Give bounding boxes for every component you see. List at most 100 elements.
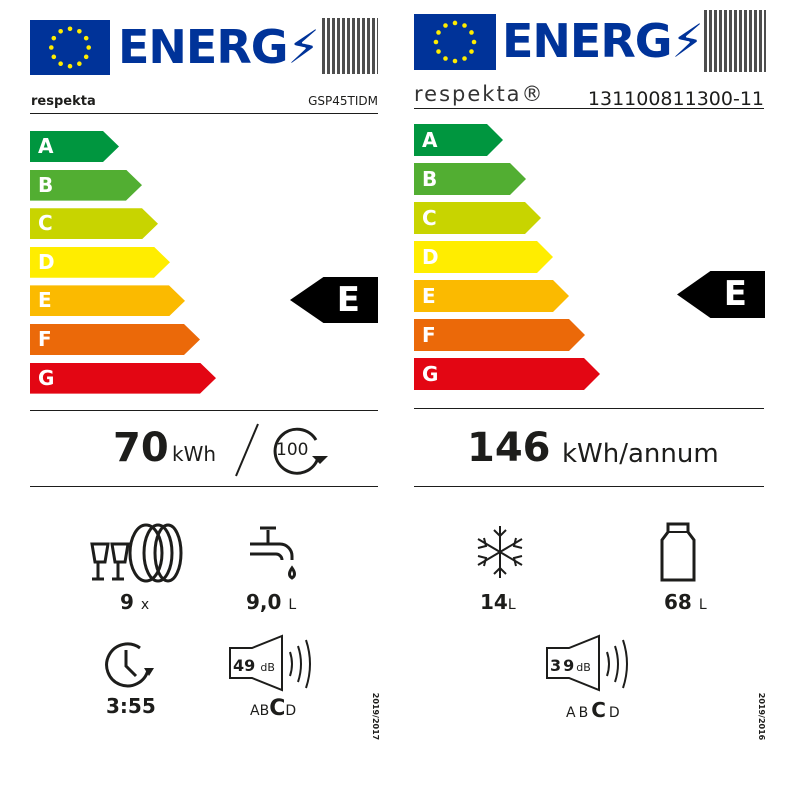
- star-icon: [77, 29, 82, 34]
- noise-class-a: A: [250, 703, 260, 719]
- energy-class-bar-e: E: [30, 285, 185, 317]
- star-icon: [51, 54, 57, 60]
- star-icon: [436, 49, 441, 54]
- noise-db: 39: [550, 656, 577, 675]
- energy-header: ENERG⚡: [118, 24, 320, 70]
- star-icon: [83, 54, 89, 60]
- divider: [30, 113, 378, 114]
- fridge-bottle-icon: [660, 522, 696, 582]
- star-icon: [433, 39, 439, 45]
- noise-value: 49 dB: [233, 656, 275, 675]
- cycles-icon: [273, 427, 328, 475]
- rating-arrow: E: [677, 271, 765, 318]
- star-icon: [443, 56, 448, 61]
- water-value: 9,0 L: [246, 590, 296, 614]
- energy-consumption: 146: [467, 425, 551, 471]
- noise-class-active: C: [269, 696, 286, 721]
- freezer-unit: L: [507, 597, 516, 613]
- noise-class-d: D: [285, 703, 297, 719]
- star-icon: [58, 61, 63, 66]
- qr-code-icon[interactable]: [322, 18, 378, 74]
- star-icon: [77, 61, 82, 66]
- star-icon: [67, 26, 73, 32]
- energy-class-bar-f: F: [414, 319, 585, 351]
- star-icon: [58, 29, 63, 34]
- star-icon: [469, 30, 474, 35]
- qr-code-icon[interactable]: [704, 10, 766, 72]
- energy-class-bar-d: D: [30, 246, 170, 278]
- fridge-value: 68 L: [664, 590, 707, 614]
- star-icon: [452, 20, 458, 26]
- divider: [414, 408, 764, 409]
- noise-class-b: B: [578, 705, 592, 721]
- energy-class-bar-a: A: [30, 131, 119, 162]
- star-icon: [443, 23, 448, 28]
- fridge-volume: 68: [664, 590, 692, 614]
- noise-class-scale: ABCD: [566, 698, 623, 722]
- star-icon: [86, 45, 91, 50]
- freezer-value: 14L: [480, 590, 516, 614]
- energy-class-bar-g: G: [30, 362, 216, 394]
- star-icon: [49, 45, 54, 50]
- lightning-icon: ⚡: [671, 14, 704, 68]
- model-number: 131100811300-11: [587, 88, 764, 110]
- divider: [414, 486, 764, 487]
- energy-class-bar-b: B: [30, 169, 142, 201]
- noise-class-active: C: [591, 698, 609, 722]
- energy-header: ENERG⚡: [502, 18, 704, 64]
- eu-flag-icon: [30, 20, 110, 75]
- noise-unit: dB: [576, 661, 591, 674]
- energy-class-bar-c: C: [30, 208, 158, 240]
- snowflake-icon: [477, 526, 523, 578]
- place-settings-count: 9: [120, 590, 134, 614]
- noise-value: 39dB: [550, 656, 591, 675]
- cycles-count: 100: [276, 440, 309, 460]
- regulation-number: 2019/2017: [371, 692, 381, 741]
- programme-duration: 3:55: [106, 694, 156, 718]
- star-icon: [469, 49, 474, 54]
- water-tap-icon: [250, 526, 296, 580]
- eu-flag-icon: [414, 14, 496, 70]
- rating-arrow: E: [290, 277, 378, 323]
- brand-name: respekta: [31, 94, 96, 109]
- star-icon: [436, 30, 441, 35]
- model-number: GSP45TIDM: [308, 94, 378, 108]
- energy-title: ENERG: [502, 14, 673, 68]
- energy-unit: kWh: [172, 442, 217, 466]
- star-icon: [452, 58, 458, 64]
- energy-class-bar-g: G: [414, 358, 600, 390]
- brand-name: respekta®: [414, 82, 545, 106]
- lightning-icon: ⚡: [287, 20, 320, 74]
- divider: [30, 486, 378, 487]
- star-icon: [471, 39, 477, 45]
- noise-class-scale: ABCD: [250, 696, 296, 721]
- place-settings-unit: x: [140, 597, 150, 613]
- slash-divider: [235, 423, 259, 477]
- energy-class-bar-e: E: [414, 280, 569, 312]
- energy-class-bar-f: F: [30, 324, 200, 355]
- energy-class-bar-c: C: [414, 202, 541, 234]
- noise-class-a: A: [566, 705, 579, 721]
- star-icon: [462, 23, 467, 28]
- water-unit: L: [288, 597, 297, 613]
- freezer-volume: 14: [480, 590, 508, 614]
- energy-class-bar-a: A: [414, 124, 503, 156]
- energy-class-bar-b: B: [414, 163, 526, 195]
- noise-class-d: D: [608, 705, 623, 721]
- noise-class-b: B: [259, 703, 270, 719]
- place-settings-value: 9 x: [120, 590, 149, 614]
- star-icon: [51, 35, 57, 41]
- clock-icon: [105, 642, 154, 688]
- speaker-icon: [546, 634, 628, 692]
- star-icon: [83, 35, 89, 41]
- energy-unit: kWh/annum: [562, 439, 719, 469]
- water-consumption: 9,0: [246, 590, 282, 614]
- energy-title: ENERG: [118, 20, 289, 74]
- star-icon: [67, 63, 73, 69]
- energy-consumption: 70: [113, 425, 169, 471]
- noise-db: 49: [233, 656, 256, 675]
- star-icon: [462, 56, 467, 61]
- divider: [30, 410, 378, 411]
- divider: [414, 108, 764, 109]
- energy-class-bar-d: D: [414, 241, 553, 273]
